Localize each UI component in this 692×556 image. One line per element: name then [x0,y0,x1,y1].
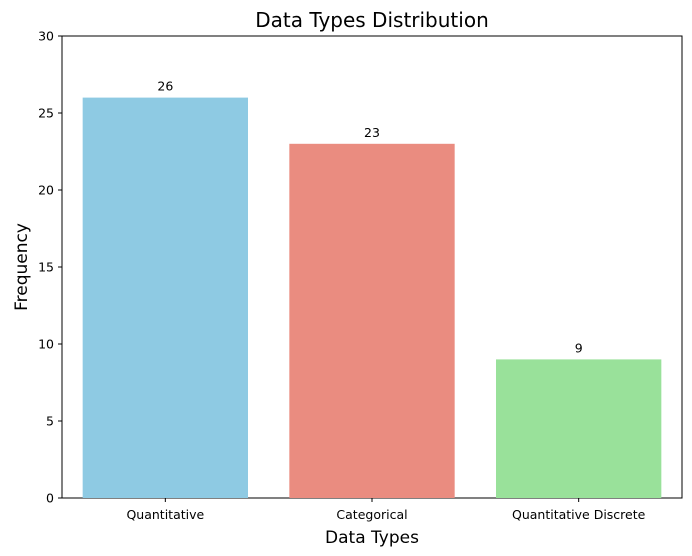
bar-2 [496,359,662,498]
y-tick-label-0: 0 [46,491,54,506]
y-tick-label-6: 30 [38,29,54,44]
y-axis: 0 5 10 15 20 25 30 [38,29,62,506]
y-axis-label: Frequency [12,223,32,311]
y-tick-label-3: 15 [38,260,54,275]
x-axis: Quantitative Categorical Quantitative Disc… [126,498,646,522]
x-tick-label-0: Quantitative [126,507,204,522]
y-tick-label-1: 5 [46,414,54,429]
data-label-1: 23 [364,125,380,140]
plot-area: 26 23 9 [61,35,683,499]
y-tick-label-4: 20 [38,183,54,198]
bar-1 [289,143,455,499]
y-tick-label-2: 10 [38,337,54,352]
y-tick-label-5: 25 [38,106,54,121]
x-tick-label-2: Quantitative Discrete [512,507,646,522]
chart-title: Data Types Distribution [255,8,489,32]
data-labels-group: 26 23 9 [157,79,582,356]
x-axis-label: Data Types [325,528,419,548]
bar-0 [82,97,249,498]
x-tick-label-1: Categorical [336,507,407,522]
data-label-2: 9 [575,340,583,355]
bars-group [82,97,662,499]
data-label-0: 26 [157,79,173,94]
